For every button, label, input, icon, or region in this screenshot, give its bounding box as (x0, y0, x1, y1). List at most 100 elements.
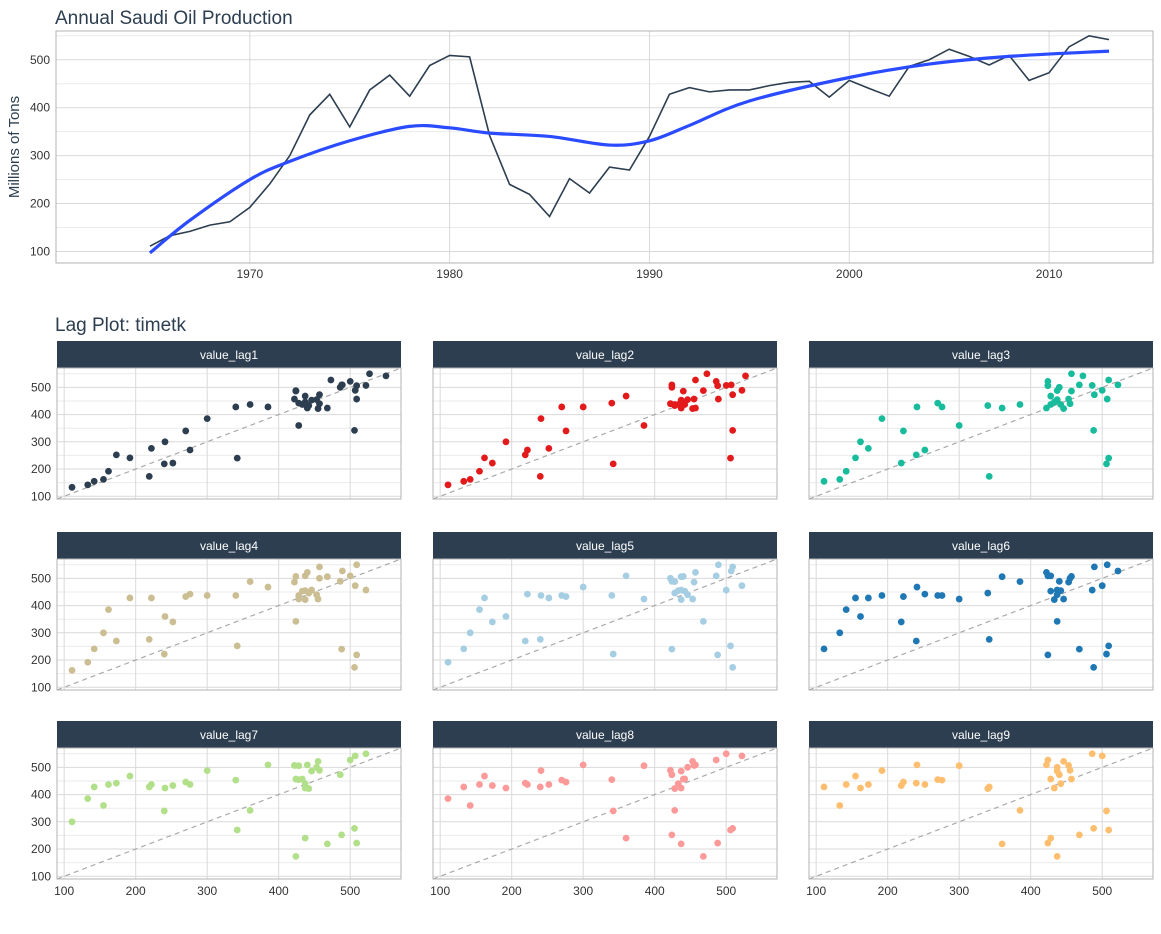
lag-panel-5: value_lag5 (432, 532, 778, 691)
facet-strip-label: value_lag9 (952, 728, 1010, 742)
scatter-point (921, 446, 929, 454)
scatter-point (308, 396, 316, 404)
scatter-point (998, 573, 1006, 581)
scatter-point (609, 650, 617, 658)
y-tick-label: 400 (31, 408, 51, 422)
scatter-point (729, 426, 737, 434)
scatter-point (609, 807, 617, 815)
scatter-point (742, 372, 749, 380)
scatter-point (84, 658, 92, 666)
scatter-point (714, 839, 722, 847)
x-tick-label: 1990 (636, 267, 663, 281)
scatter-point (1103, 561, 1111, 569)
scatter-point (476, 606, 483, 614)
x-tick-label: 1970 (236, 267, 263, 281)
y-tick-label: 200 (31, 462, 51, 476)
scatter-point (112, 779, 120, 787)
scatter-point (1044, 651, 1052, 659)
scatter-point (864, 444, 872, 452)
scatter-point (667, 400, 674, 408)
scatter-point (316, 563, 323, 571)
scatter-point (1114, 567, 1122, 575)
smoother-line (148, 49, 1110, 255)
facet-strip-label: value_lag7 (200, 728, 258, 742)
scatter-point (1055, 577, 1063, 585)
scatter-point (692, 376, 699, 384)
scatter-point (1066, 766, 1074, 774)
scatter-point (1050, 784, 1058, 792)
x-tick-label: 500 (716, 884, 736, 898)
reference-line-y-equals-x (808, 367, 1154, 500)
facet-strip-label: value_lag6 (952, 539, 1010, 553)
scatter-point (161, 438, 169, 446)
x-tick-label: 200 (126, 884, 146, 898)
x-tick-label: 300 (949, 884, 969, 898)
scatter-point (722, 382, 730, 389)
scatter-point (684, 763, 692, 771)
scatter-point (608, 776, 616, 783)
scatter-point (558, 592, 566, 599)
scatter-point (729, 563, 737, 571)
scatter-point (878, 415, 886, 423)
panel-border (432, 367, 778, 500)
scatter-point (301, 392, 309, 400)
y-tick-label: 400 (31, 788, 51, 802)
scatter-point (668, 771, 676, 779)
scatter-point (105, 467, 112, 475)
scatter-point (1098, 582, 1106, 590)
scatter-point (1055, 771, 1063, 779)
scatter-point (921, 590, 929, 598)
reference-line-y-equals-x (432, 558, 778, 691)
facet-strip-label: value_lag8 (576, 728, 634, 742)
scatter-point (232, 592, 240, 599)
scatter-point (608, 592, 616, 599)
scatter-point (912, 637, 920, 645)
scatter-point (897, 618, 905, 626)
scatter-point (1044, 377, 1052, 385)
scatter-point (1047, 587, 1055, 595)
scatter-point (712, 377, 720, 385)
scatter-point (100, 475, 107, 483)
y-tick-label: 300 (30, 149, 50, 163)
scatter-point (292, 852, 300, 860)
scatter-point (336, 577, 344, 585)
reference-line-y-equals-x (56, 367, 402, 500)
facet-strip (433, 341, 777, 368)
scatter-point (160, 460, 168, 468)
scatter-point (353, 561, 361, 569)
scatter-point (677, 596, 685, 603)
y-tick-label: 200 (31, 653, 51, 667)
scatter-point (466, 629, 474, 637)
scatter-point (246, 578, 254, 586)
scatter-point (1060, 757, 1068, 765)
scatter-point (857, 438, 864, 446)
scatter-point (900, 593, 907, 600)
scatter-point (684, 591, 692, 599)
scatter-point (562, 427, 570, 435)
scatter-point (677, 784, 685, 792)
reference-line-y-equals-x (808, 747, 1154, 880)
scatter-point (852, 594, 859, 602)
scatter-point (291, 762, 298, 769)
scatter-point (90, 783, 98, 791)
x-tick-label: 2000 (836, 267, 863, 281)
scatter-point (353, 651, 361, 659)
scatter-point (161, 613, 169, 620)
facet-strip-label: value_lag3 (952, 348, 1010, 362)
facet-strip (57, 532, 401, 559)
scatter-point (537, 592, 545, 599)
scatter-point (316, 574, 323, 582)
scatter-point (692, 568, 699, 576)
facet-strip (809, 341, 1153, 368)
scatter-point (351, 752, 359, 760)
scatter-point (346, 572, 354, 580)
scatter-point (314, 595, 322, 603)
main-chart-title: Annual Saudi Oil Production (55, 8, 293, 29)
scatter-point (671, 806, 679, 814)
scatter-point (984, 785, 992, 792)
scatter-point (338, 831, 346, 839)
scatter-point (233, 826, 241, 834)
scatter-point (912, 451, 920, 459)
scatter-point (1066, 400, 1074, 408)
y-tick-label: 100 (31, 489, 51, 503)
